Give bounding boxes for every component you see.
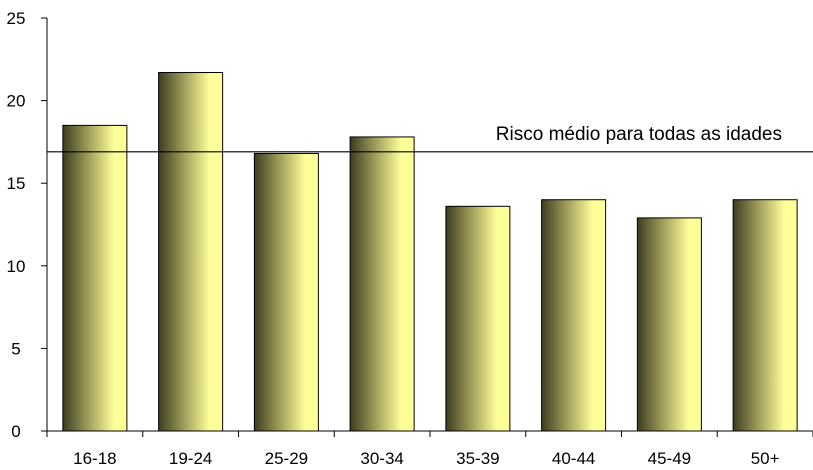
x-tick-label: 35-39 <box>456 449 499 468</box>
y-tick-label: 25 <box>7 9 26 28</box>
bar-19-24 <box>158 72 224 432</box>
y-tick-label: 10 <box>7 257 26 276</box>
average-risk-label: Risco médio para todas as idades <box>496 124 782 145</box>
bar-50+ <box>732 199 798 432</box>
x-tick-label: 40-44 <box>552 449 595 468</box>
y-tick-label: 20 <box>7 92 26 111</box>
x-tick-label: 16-18 <box>73 449 116 468</box>
x-tick-label: 45-49 <box>648 449 691 468</box>
x-tick-label: 30-34 <box>360 449 403 468</box>
x-axis-ticks: 16-18 19-24 25-29 30-34 35-39 40-44 45-49 50+ <box>46 431 813 468</box>
bars <box>62 72 798 432</box>
bar-30-34 <box>349 136 415 432</box>
bar-16-18 <box>62 124 128 432</box>
y-tick-label: 5 <box>11 339 20 358</box>
x-tick-label: 19-24 <box>169 449 212 468</box>
y-tick-label: 15 <box>7 174 26 193</box>
bar-25-29 <box>253 152 319 432</box>
y-axis-ticks: 0 5 10 15 20 25 <box>7 9 47 441</box>
x-tick-label: 25-29 <box>265 449 308 468</box>
bar-40-44 <box>541 199 607 432</box>
x-tick-label: 50+ <box>751 449 780 468</box>
bar-45-49 <box>636 217 702 432</box>
y-tick-label: 0 <box>11 422 20 441</box>
bar-35-39 <box>445 205 511 432</box>
